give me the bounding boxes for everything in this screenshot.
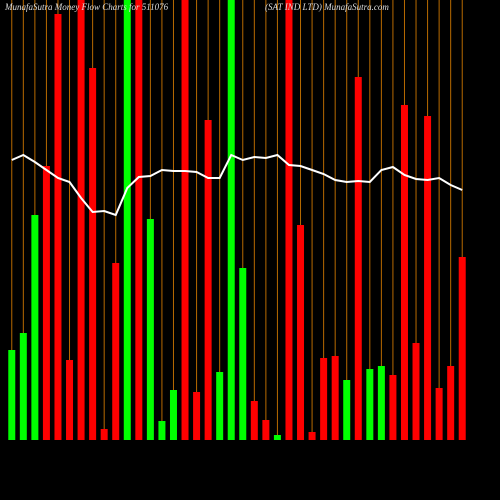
bar bbox=[435, 388, 443, 440]
bar bbox=[239, 268, 247, 440]
bar bbox=[19, 333, 27, 440]
bar bbox=[216, 372, 224, 440]
bar bbox=[262, 420, 270, 440]
bar bbox=[77, 0, 85, 440]
bar bbox=[424, 116, 432, 440]
bar bbox=[227, 0, 235, 440]
bar bbox=[146, 219, 154, 440]
bar bbox=[366, 369, 374, 440]
bar bbox=[389, 375, 397, 440]
bar bbox=[158, 421, 166, 440]
bar bbox=[297, 225, 305, 440]
bar bbox=[458, 257, 466, 440]
bar bbox=[273, 435, 281, 440]
bar bbox=[42, 166, 50, 440]
money-flow-line bbox=[11, 153, 463, 217]
bar bbox=[89, 68, 97, 440]
bar bbox=[400, 105, 408, 440]
bar bbox=[169, 390, 177, 440]
bar bbox=[181, 0, 189, 440]
chart-subtitle: (SAT IND LTD) MunafaSutra.com bbox=[265, 2, 389, 12]
bar bbox=[100, 429, 108, 440]
plot-area bbox=[8, 0, 466, 440]
bar bbox=[412, 343, 420, 440]
bar bbox=[354, 77, 362, 440]
bar bbox=[66, 360, 74, 440]
bar bbox=[343, 380, 351, 440]
bar bbox=[447, 366, 455, 440]
bar bbox=[331, 356, 339, 440]
bar bbox=[320, 358, 328, 440]
bar bbox=[193, 392, 201, 440]
bar bbox=[308, 432, 316, 440]
bar bbox=[204, 120, 212, 440]
bar bbox=[377, 366, 385, 440]
bar bbox=[112, 263, 120, 440]
bar bbox=[123, 0, 131, 440]
bar bbox=[135, 0, 143, 440]
bar bbox=[54, 14, 62, 440]
bar bbox=[250, 401, 258, 440]
bar bbox=[8, 350, 16, 440]
chart-title: MunafaSutra Money Flow Charts for 511076 bbox=[4, 2, 169, 12]
bar bbox=[285, 0, 293, 440]
bar bbox=[31, 215, 39, 440]
